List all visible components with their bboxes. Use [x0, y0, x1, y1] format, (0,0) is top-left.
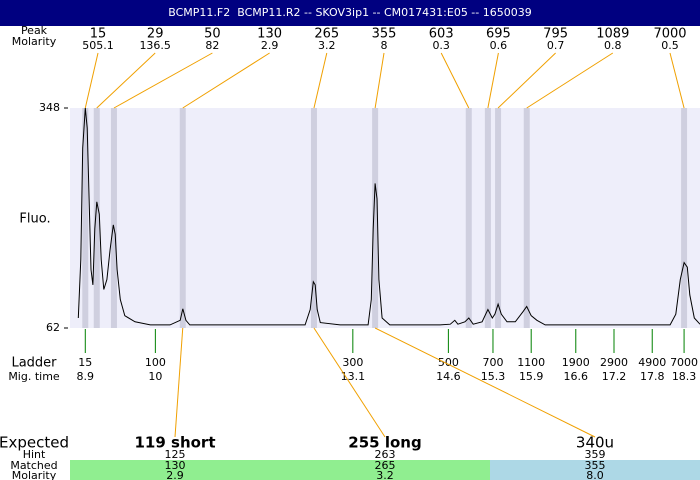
molarity: 8.0 [586, 469, 604, 480]
match-leader [374, 327, 596, 438]
peak-size: 29 [147, 27, 164, 42]
expected: 119 short [134, 434, 215, 452]
peak-molarity: 3.2 [318, 39, 336, 52]
x-tick-label: 17.2 [602, 370, 627, 383]
ladder-size: 500 [438, 356, 459, 369]
y-tick-label: 348 [39, 101, 60, 114]
peak-band [372, 108, 379, 328]
y-tick-label: 62 [46, 321, 60, 334]
peak-molarity: 2.9 [261, 39, 279, 52]
peak-band [110, 108, 117, 328]
peak-size: 7000 [653, 27, 686, 42]
title-bar [0, 0, 700, 26]
ladder-size: 2900 [600, 356, 628, 369]
match-leader [313, 327, 386, 438]
expected-label: Expected [0, 434, 69, 452]
peak-leader [96, 52, 156, 109]
peak-band [93, 108, 100, 328]
x-axis-label: Mig. time [8, 370, 60, 383]
y-axis-label: Fluo. [19, 212, 50, 227]
molarity-row-label: Molarity [12, 35, 57, 48]
peak-leader [669, 52, 685, 109]
peak-molarity: 0.5 [661, 39, 679, 52]
peak-leader [497, 52, 556, 109]
molarity: 3.2 [376, 469, 394, 480]
hint: 125 [165, 448, 186, 461]
title: BCMP11.F2 BCMP11.R2 -- SKOV3ip1 -- CM017… [168, 6, 531, 19]
peak-molarity: 82 [205, 39, 219, 52]
x-tick-label: 8.9 [77, 370, 95, 383]
peak-band [681, 108, 688, 328]
ladder-size: 300 [342, 356, 363, 369]
hint: 359 [585, 448, 606, 461]
peak-band [484, 108, 491, 328]
peak-size: 695 [486, 27, 511, 42]
peak-molarity: 0.3 [432, 39, 450, 52]
x-tick-label: 13.1 [341, 370, 366, 383]
x-tick-label: 10 [148, 370, 162, 383]
ladder-size: 15 [78, 356, 92, 369]
assay-band [280, 460, 490, 480]
peak-molarity: 136.5 [139, 39, 171, 52]
peak-molarity: 0.6 [490, 39, 508, 52]
peak-band [179, 108, 186, 328]
x-tick-label: 14.6 [436, 370, 461, 383]
peak-row-label: Peak [21, 24, 48, 37]
ladder-size: 1100 [517, 356, 545, 369]
ladder-size: 1900 [562, 356, 590, 369]
molarity-label: Molarity [12, 469, 57, 480]
peak-leader [440, 52, 470, 109]
peak-size: 355 [372, 27, 397, 42]
plot-background [70, 108, 700, 328]
peak-band [310, 108, 317, 328]
peak-size: 50 [204, 27, 221, 42]
peak-leader [526, 52, 614, 109]
peak-size: 15 [90, 27, 107, 42]
ladder-size: 7000 [670, 356, 698, 369]
peak-band [495, 108, 502, 328]
peak-molarity: 8 [381, 39, 388, 52]
peak-band [523, 108, 530, 328]
match-leader [174, 327, 184, 438]
peak-leader [182, 52, 270, 109]
x-tick-label: 15.9 [519, 370, 544, 383]
assay-band [70, 460, 280, 480]
peak-leader [84, 52, 99, 109]
hint: 263 [375, 448, 396, 461]
assay-band [490, 460, 700, 480]
trace [77, 107, 700, 326]
matched: 130 [165, 459, 186, 472]
peak-size: 795 [543, 27, 568, 42]
peak-size: 265 [314, 27, 339, 42]
peak-molarity: 0.8 [604, 39, 622, 52]
peak-leader [374, 52, 385, 109]
peak-band [465, 108, 472, 328]
ladder-size: 4900 [638, 356, 666, 369]
matched: 355 [585, 459, 606, 472]
x-tick-label: 17.8 [640, 370, 665, 383]
expected: 340u [576, 434, 614, 452]
peak-molarity: 505.1 [82, 39, 114, 52]
x-tick-label: 15.3 [481, 370, 506, 383]
peak-size: 603 [429, 27, 454, 42]
ladder-size: 700 [482, 356, 503, 369]
x-tick-label: 16.6 [564, 370, 589, 383]
peak-size: 130 [257, 27, 282, 42]
peak-leader [113, 52, 213, 109]
matched-label: Matched [10, 459, 57, 472]
peak-leader [487, 52, 499, 109]
hint-label: Hint [23, 448, 46, 461]
peak-size: 1089 [596, 27, 629, 42]
ladder-size: 100 [145, 356, 166, 369]
peak-leader [313, 52, 328, 109]
matched: 265 [375, 459, 396, 472]
ladder-row-label: Ladder [11, 356, 57, 371]
peak-band [82, 108, 89, 328]
x-tick-label: 18.3 [672, 370, 697, 383]
peak-molarity: 0.7 [547, 39, 565, 52]
expected: 255 long [348, 434, 421, 452]
molarity: 2.9 [166, 469, 184, 480]
